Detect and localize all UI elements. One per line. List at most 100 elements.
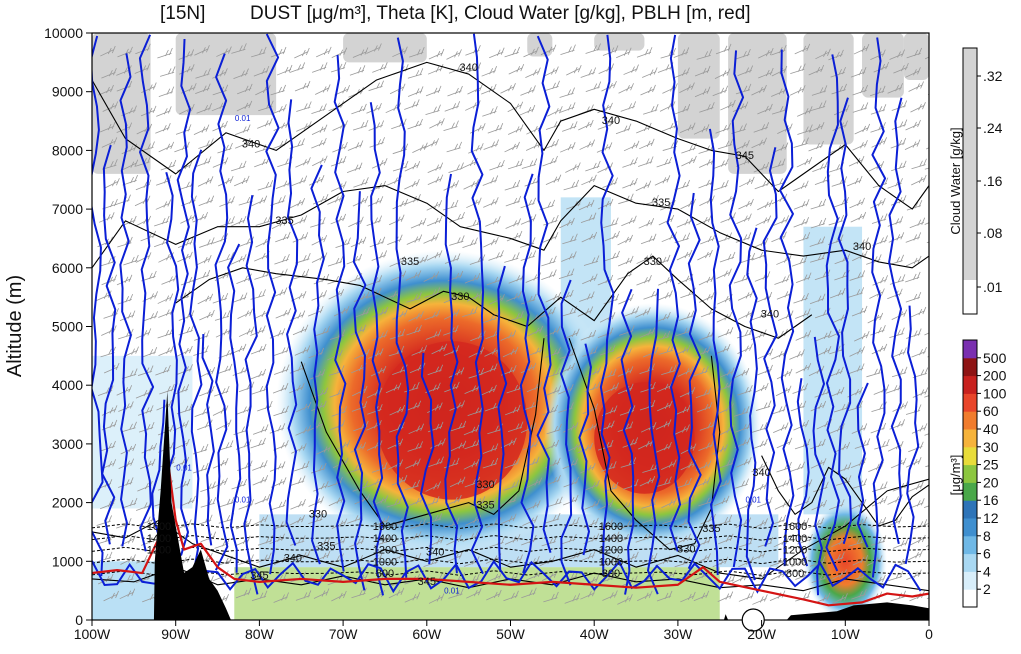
wind-barb	[525, 500, 541, 511]
wind-barb	[250, 437, 266, 449]
wind-barb	[269, 461, 286, 472]
wind-barb	[924, 332, 929, 336]
wind-barb	[427, 421, 444, 433]
wind-barb	[102, 101, 119, 112]
dust-colorbar-segment	[963, 553, 977, 572]
wind-barb	[582, 346, 598, 357]
wind-barb	[443, 180, 459, 191]
wind-barb	[910, 306, 927, 318]
wind-barb	[464, 272, 481, 284]
wind-barb	[828, 366, 844, 378]
cloud-water-contour	[369, 102, 385, 596]
wind-barb	[429, 118, 445, 129]
pressure-contour-label: 1000	[599, 556, 623, 568]
wind-barb	[676, 249, 693, 261]
wind-barb	[795, 362, 812, 374]
wind-barb	[924, 167, 929, 170]
cloud-water-contour	[227, 243, 242, 573]
cloud-water-contour	[333, 54, 347, 572]
wind-barb	[712, 556, 729, 568]
cloud-water-contour	[189, 149, 203, 596]
wind-barb	[622, 177, 638, 189]
wind-barb	[870, 535, 887, 546]
wind-barb	[808, 140, 824, 152]
wind-barb	[141, 347, 158, 358]
wind-barb	[483, 197, 499, 208]
wind-barb	[636, 275, 652, 286]
dust-colorbar-label: 500	[983, 350, 1007, 366]
wind-barb	[238, 326, 255, 337]
dust-colorbar-segment	[963, 393, 977, 412]
wind-barb	[657, 290, 673, 301]
cloud-water-contour	[395, 37, 410, 578]
wind-barb	[406, 234, 423, 245]
wind-barb	[315, 84, 331, 95]
wind-barb	[561, 305, 578, 317]
wind-barb	[849, 346, 865, 357]
pressure-contour-label: 1400	[373, 533, 397, 545]
wind-barb	[290, 499, 306, 510]
x-tick-label: 90W	[161, 626, 191, 642]
wind-barb	[812, 161, 828, 172]
wind-barb	[295, 425, 311, 436]
theta-contour-label: 345	[418, 576, 436, 588]
plot-area: 340 335 340 335 330 340 335 330 345 340 340 330 335 3…	[92, 33, 929, 620]
wind-barb	[463, 179, 479, 190]
wind-barb	[751, 481, 768, 493]
wind-barb	[874, 438, 890, 450]
cloud-water-contour	[871, 37, 887, 578]
pressure-contour-label: 1200	[599, 545, 623, 557]
wind-barb	[520, 250, 537, 261]
wind-barb	[425, 85, 442, 97]
wind-barb	[583, 255, 600, 266]
wind-barb	[392, 198, 408, 210]
wind-barb	[849, 363, 865, 374]
wind-barb	[180, 495, 196, 507]
wind-barb	[99, 121, 116, 133]
wind-barb	[366, 215, 383, 226]
wind-barb	[257, 118, 273, 129]
wind-barb	[505, 218, 521, 229]
wind-barb	[758, 47, 774, 59]
wind-barb	[853, 43, 870, 55]
wind-barb	[446, 494, 462, 506]
wind-barb	[508, 63, 525, 75]
wind-barb	[642, 67, 658, 78]
wind-barb	[713, 180, 729, 191]
wind-barb	[424, 287, 441, 298]
wind-barb	[178, 49, 195, 60]
wind-barb	[623, 551, 639, 563]
wind-barb	[640, 233, 657, 245]
wind-barb	[679, 82, 695, 93]
wind-barb	[908, 81, 924, 92]
wind-barb	[449, 476, 466, 488]
wind-barb	[327, 194, 343, 205]
wind-barb	[195, 83, 211, 95]
cloud-water-contour	[687, 192, 702, 570]
wind-barb	[158, 345, 174, 357]
wind-barb	[656, 156, 673, 168]
pressure-contour-label: 1400	[599, 533, 623, 545]
cloud-water-contour	[214, 53, 229, 571]
theta-contour-label: 335	[652, 197, 670, 209]
wind-barb	[270, 499, 287, 511]
cloud-colorbar-label: .16	[983, 173, 1003, 189]
wind-barb	[789, 85, 806, 96]
pressure-contour	[92, 570, 929, 576]
pressure-contour-label: 1000	[783, 556, 807, 568]
wind-barb	[815, 48, 831, 60]
dust-colorbar-label: 30	[983, 439, 999, 455]
wind-barb	[446, 141, 463, 153]
wind-barb	[252, 424, 269, 435]
wind-barb	[231, 254, 247, 265]
wind-barb	[850, 211, 867, 223]
pressure-contour-label: 1600	[147, 521, 171, 533]
wind-barb	[486, 571, 503, 583]
pressure-contour-label: 1400	[783, 533, 807, 545]
cloud-water-contour	[666, 34, 682, 552]
wind-barb	[404, 99, 420, 110]
cloud-region	[343, 33, 427, 63]
wind-barb	[121, 497, 138, 509]
cloud-water-contour	[310, 164, 325, 565]
wind-barb	[737, 65, 754, 76]
